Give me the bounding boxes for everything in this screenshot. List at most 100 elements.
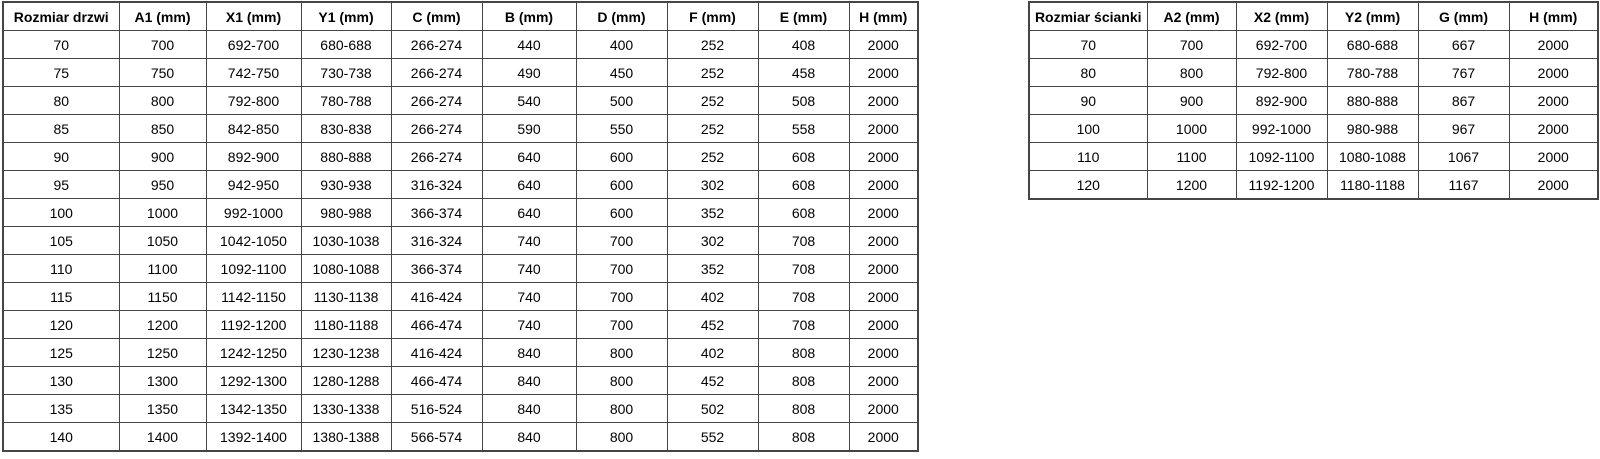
table-cell: 252 xyxy=(666,142,759,171)
table-cell: 680-688 xyxy=(1326,30,1419,59)
table-row: 80 800 792-800 780-788 767 2000 xyxy=(1028,58,1599,87)
table-cell: 830-838 xyxy=(300,114,392,143)
table-cell: 90 xyxy=(2,142,120,171)
table-cell: 740 xyxy=(481,310,577,339)
table-cell: 500 xyxy=(575,86,668,115)
table-cell: 1192-1200 xyxy=(205,310,302,339)
table-row: 80 800 792-800 780-788 266-274 540 500 252 508 20… xyxy=(2,86,919,115)
header-row: Rozmiar ścianki A2 (mm) X2 (mm) Y2 (mm) G (m… xyxy=(1028,1,1599,31)
table-cell: 808 xyxy=(757,338,850,367)
table-cell: 800 xyxy=(575,422,668,452)
table-cell: 1180-1188 xyxy=(1326,170,1419,200)
table-cell: 590 xyxy=(481,114,577,143)
table-cell: 125 xyxy=(2,338,120,367)
table-cell: 2000 xyxy=(848,310,919,339)
table-cell: 2000 xyxy=(848,58,919,87)
table-cell: 808 xyxy=(757,366,850,395)
table-cell: 980-988 xyxy=(300,198,392,227)
table-cell: 700 xyxy=(1146,30,1237,59)
table-cell: 416-424 xyxy=(390,338,483,367)
header-cell: B (mm) xyxy=(481,1,577,31)
table-cell: 95 xyxy=(2,170,120,199)
table-cell: 1380-1388 xyxy=(300,422,392,452)
table-cell: 900 xyxy=(118,142,207,171)
header-cell: A1 (mm) xyxy=(118,1,207,31)
table-cell: 85 xyxy=(2,114,120,143)
table-cell: 416-424 xyxy=(390,282,483,311)
table-cell: 780-788 xyxy=(300,86,392,115)
table-cell: 508 xyxy=(757,86,850,115)
table-cell: 700 xyxy=(575,310,668,339)
table-cell: 680-688 xyxy=(300,30,392,59)
table-row: 110 1100 1092-1100 1080-1088 1067 2000 xyxy=(1028,142,1599,171)
table-cell: 767 xyxy=(1417,58,1510,87)
header-cell: C (mm) xyxy=(390,1,483,31)
table-cell: 700 xyxy=(118,30,207,59)
table-row: 70 700 692-700 680-688 667 2000 xyxy=(1028,30,1599,59)
table-cell: 600 xyxy=(575,198,668,227)
table-cell: 550 xyxy=(575,114,668,143)
table-cell: 880-888 xyxy=(300,142,392,171)
table-cell: 402 xyxy=(666,282,759,311)
table-cell: 1330-1338 xyxy=(300,394,392,423)
table-cell: 840 xyxy=(481,394,577,423)
table-cell: 2000 xyxy=(1508,170,1599,200)
table-cell: 450 xyxy=(575,58,668,87)
table-cell: 992-1000 xyxy=(205,198,302,227)
table-cell: 700 xyxy=(575,254,668,283)
table-cell: 1392-1400 xyxy=(205,422,302,452)
table-cell: 115 xyxy=(2,282,120,311)
table-row: 135 1350 1342-1350 1330-1338 516-524 840 800 50… xyxy=(2,394,919,423)
table-cell: 800 xyxy=(118,86,207,115)
table-row: 120 1200 1192-1200 1180-1188 1167 2000 xyxy=(1028,170,1599,200)
table-cell: 700 xyxy=(575,282,668,311)
table-cell: 2000 xyxy=(848,394,919,423)
table-cell: 667 xyxy=(1417,30,1510,59)
table-cell: 540 xyxy=(481,86,577,115)
table-cell: 552 xyxy=(666,422,759,452)
table-cell: 792-800 xyxy=(205,86,302,115)
table-cell: 458 xyxy=(757,58,850,87)
table-cell: 1180-1188 xyxy=(300,310,392,339)
table-cell: 490 xyxy=(481,58,577,87)
table-cell: 740 xyxy=(481,282,577,311)
table-cell: 1250 xyxy=(118,338,207,367)
table-cell: 402 xyxy=(666,338,759,367)
table-cell: 100 xyxy=(1028,114,1148,143)
table-cell: 708 xyxy=(757,310,850,339)
table-cell: 1300 xyxy=(118,366,207,395)
table-cell: 967 xyxy=(1417,114,1510,143)
table-cell: 740 xyxy=(481,226,577,255)
table-cell: 640 xyxy=(481,170,577,199)
table-cell: 2000 xyxy=(848,198,919,227)
table-cell: 742-750 xyxy=(205,58,302,87)
table-cell: 1080-1088 xyxy=(300,254,392,283)
table-cell: 600 xyxy=(575,170,668,199)
table-cell: 316-324 xyxy=(390,170,483,199)
table-cell: 400 xyxy=(575,30,668,59)
table-cell: 740 xyxy=(481,254,577,283)
table-cell: 980-988 xyxy=(1326,114,1419,143)
table-cell: 2000 xyxy=(848,170,919,199)
table-cell: 110 xyxy=(1028,142,1148,171)
table-row: 105 1050 1042-1050 1030-1038 316-324 740 700 30… xyxy=(2,226,919,255)
table-cell: 708 xyxy=(757,282,850,311)
table-cell: 252 xyxy=(666,30,759,59)
table-cell: 252 xyxy=(666,58,759,87)
table-cell: 130 xyxy=(2,366,120,395)
table-cell: 708 xyxy=(757,254,850,283)
header-cell: A2 (mm) xyxy=(1146,1,1237,31)
wall-size-table: Rozmiar ścianki A2 (mm) X2 (mm) Y2 (mm) G (m… xyxy=(1028,1,1599,200)
table-cell: 120 xyxy=(2,310,120,339)
table-cell: 1200 xyxy=(1146,170,1237,200)
table-cell: 266-274 xyxy=(390,114,483,143)
table-row: 100 1000 992-1000 980-988 366-374 640 600 352 60… xyxy=(2,198,919,227)
table-cell: 110 xyxy=(2,254,120,283)
table-cell: 600 xyxy=(575,142,668,171)
table-row: 115 1150 1142-1150 1130-1138 416-424 740 700 40… xyxy=(2,282,919,311)
table-cell: 440 xyxy=(481,30,577,59)
table-row: 110 1100 1092-1100 1080-1088 366-374 740 700 35… xyxy=(2,254,919,283)
table-cell: 80 xyxy=(1028,58,1148,87)
table-cell: 892-900 xyxy=(205,142,302,171)
table-cell: 692-700 xyxy=(205,30,302,59)
